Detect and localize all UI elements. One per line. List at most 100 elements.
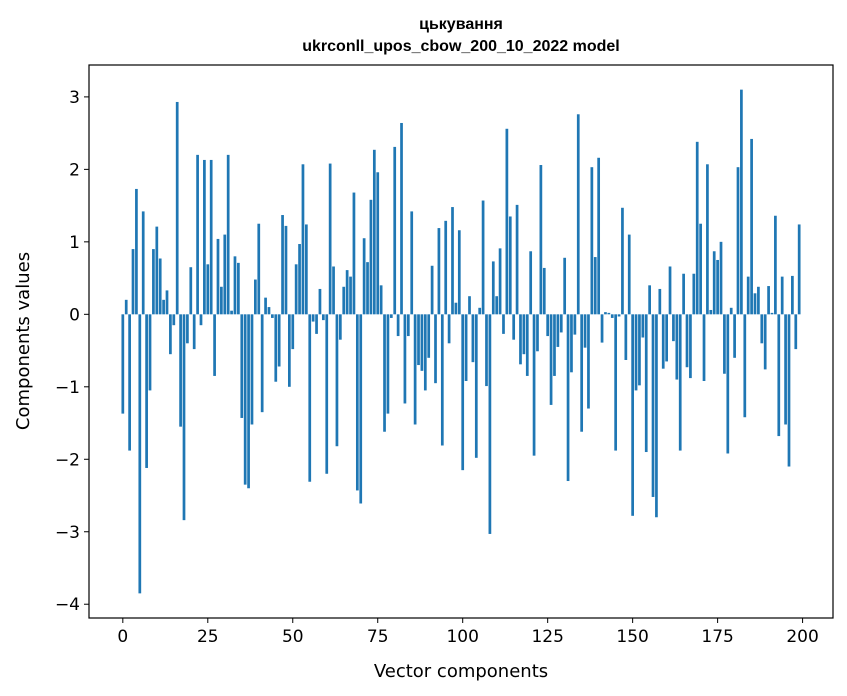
bar (304, 224, 308, 315)
bar (162, 299, 165, 315)
bar (777, 314, 781, 437)
bar (288, 314, 291, 387)
bar (301, 164, 305, 315)
bar (695, 141, 699, 315)
bar (549, 314, 553, 405)
bar (784, 314, 787, 425)
bar (291, 314, 295, 350)
bar (576, 114, 580, 315)
bar (169, 314, 172, 355)
bar (454, 302, 458, 315)
bar (757, 286, 760, 315)
bar (427, 314, 431, 358)
bar (461, 314, 465, 471)
y-tick-label: −3 (55, 523, 80, 543)
bar (192, 314, 196, 350)
bar (220, 286, 223, 315)
chart-title: цькування (419, 16, 503, 33)
bar (243, 314, 247, 485)
x-axis-label: Vector components (374, 661, 548, 682)
y-axis-ticks: −4 −3 −2 −1 0 1 2 3 (55, 88, 89, 615)
bar (634, 314, 638, 391)
bar (430, 265, 434, 315)
bar (678, 314, 682, 451)
bar (345, 270, 349, 315)
bar (366, 262, 369, 315)
bar (651, 314, 655, 497)
bar (175, 101, 179, 315)
bar (525, 314, 529, 376)
bar (559, 314, 563, 333)
bar (542, 267, 546, 315)
bar (481, 200, 485, 315)
bar (349, 276, 352, 315)
bar (498, 248, 502, 315)
bar (794, 314, 798, 350)
bar (420, 314, 424, 371)
bar (369, 199, 373, 315)
bar (508, 216, 512, 315)
bar (600, 314, 604, 343)
bar (383, 314, 386, 432)
bar (338, 314, 342, 340)
bar (505, 128, 509, 315)
bar (763, 314, 767, 370)
bar (716, 259, 719, 315)
bar (182, 314, 186, 521)
bar (124, 299, 128, 315)
bar (138, 314, 142, 594)
bar (413, 314, 417, 425)
bar (624, 314, 628, 360)
bar (573, 314, 577, 335)
bar (685, 314, 689, 368)
bar (719, 241, 723, 315)
bar (267, 307, 271, 315)
bar (444, 220, 448, 315)
bar (495, 296, 499, 315)
bar (128, 314, 131, 451)
bar (726, 314, 730, 454)
bar (699, 223, 702, 315)
bar (440, 314, 444, 446)
bar (298, 244, 301, 315)
bar (281, 215, 284, 315)
bar (372, 149, 376, 315)
bar (237, 262, 240, 315)
bar (172, 314, 176, 326)
bar (791, 275, 794, 315)
bar (723, 314, 726, 374)
bar (158, 258, 162, 315)
bar (563, 257, 567, 315)
bar (386, 314, 390, 414)
bar (556, 314, 560, 347)
x-tick-label: 150 (616, 627, 648, 647)
bar (121, 314, 125, 414)
bar (668, 266, 672, 315)
bar (638, 314, 641, 386)
bar (141, 211, 145, 315)
bar (335, 314, 339, 447)
y-tick-label: 3 (69, 88, 80, 108)
bar (257, 223, 261, 315)
bar (376, 172, 380, 315)
bar (536, 314, 539, 352)
bar (451, 207, 454, 315)
bar (740, 89, 743, 315)
bar (532, 314, 536, 456)
bar (597, 157, 601, 315)
x-tick-label: 100 (446, 627, 478, 647)
bar (240, 314, 244, 418)
bar (264, 297, 267, 315)
x-tick-label: 0 (117, 627, 128, 647)
bar (464, 314, 468, 381)
bars-group (121, 89, 801, 594)
y-tick-label: −4 (55, 595, 80, 615)
bar (797, 224, 801, 315)
bar (318, 288, 322, 315)
bar (488, 314, 492, 534)
bar (308, 314, 312, 482)
bar (447, 314, 451, 344)
x-tick-label: 125 (531, 627, 563, 647)
bar (539, 165, 543, 315)
bar (213, 314, 216, 376)
